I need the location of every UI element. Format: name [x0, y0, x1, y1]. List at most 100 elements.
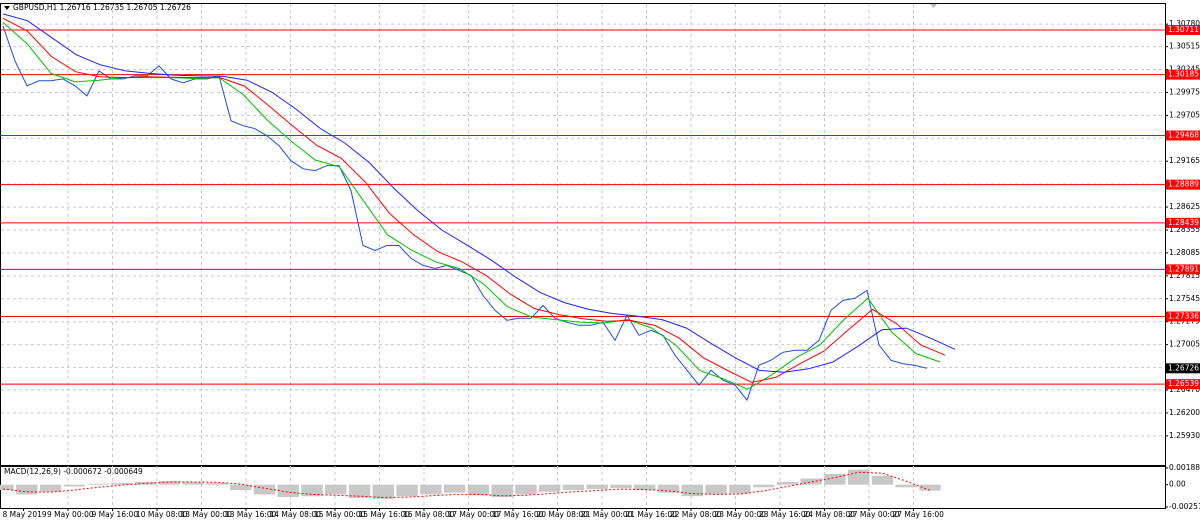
- y-tick-label: 1.30780: [1169, 19, 1200, 28]
- level-label-box: [1166, 379, 1200, 390]
- chart-title: GBPUSD,H1 1.26716 1.26735 1.26705 1.2672…: [13, 3, 191, 12]
- y-tick-label: 1.28355: [1169, 225, 1200, 234]
- y-tick-label: 1.30245: [1169, 65, 1200, 74]
- moving-average: [2, 17, 946, 383]
- level-label: 1.26539: [1168, 379, 1199, 388]
- main-frame: [0, 3, 1166, 466]
- macd-bar: [229, 484, 252, 491]
- macd-bar: [562, 484, 585, 491]
- y-tick-label: 1.29165: [1169, 156, 1200, 165]
- x-tick-label: 23 May 16:00: [759, 510, 811, 519]
- dropdown-arrow[interactable]: [4, 6, 10, 10]
- macd-bar: [443, 484, 466, 493]
- y-tick-label: 1.29705: [1169, 110, 1200, 119]
- level-label-box: [1166, 24, 1200, 35]
- macd-bar: [634, 484, 656, 491]
- level-label: 1.27891: [1168, 264, 1199, 273]
- level-label: 1.28439: [1168, 218, 1199, 227]
- y-tick-label: 1.27545: [1169, 294, 1200, 303]
- y-tick-label: 1.28085: [1169, 248, 1200, 257]
- x-tick-label: 27 May 16:00: [893, 510, 945, 519]
- x-tick-label: 21 May 16:00: [626, 510, 678, 519]
- y-tick-label: 0.001882: [1169, 463, 1200, 472]
- x-tick-label: 24 May 08:00: [804, 510, 856, 519]
- level-label: 1.27336: [1168, 312, 1199, 321]
- macd-bar: [372, 484, 395, 499]
- moving-average: [2, 13, 956, 373]
- macd-bar: [586, 484, 608, 490]
- macd-bar: [871, 475, 894, 485]
- x-tick-label: 13 May 00:00: [181, 510, 233, 519]
- macd-bar: [111, 482, 133, 485]
- level-label: 1.29468: [1168, 131, 1199, 140]
- level-label-box: [1166, 217, 1200, 228]
- macd-bar: [301, 484, 323, 497]
- level-label-box: [1166, 69, 1200, 80]
- macd-bar: [348, 484, 371, 498]
- macd-bar: [895, 484, 917, 488]
- level-label: 1.30185: [1168, 70, 1199, 79]
- x-tick-label: 20 May 08:00: [537, 510, 589, 519]
- y-tick-label: 1.26470: [1169, 385, 1200, 394]
- x-tick-label: 17 May 16:00: [492, 510, 544, 519]
- macd-bar: [325, 484, 347, 495]
- y-tick-label: 1.27815: [1169, 271, 1200, 280]
- macd-bar: [182, 482, 204, 485]
- macd-bar: [420, 484, 442, 495]
- level-label-box: [1166, 311, 1200, 322]
- macd-bar: [515, 484, 537, 495]
- y-tick-label: 1.27005: [1169, 340, 1200, 349]
- macd-bar: [63, 484, 86, 487]
- x-tick-label: 9 May 16:00: [92, 510, 139, 519]
- level-label-box: [1166, 130, 1200, 141]
- macd-bar: [467, 484, 490, 496]
- macd-bar: [847, 469, 870, 485]
- macd-bar: [134, 482, 157, 485]
- macd-bar: [253, 484, 276, 495]
- x-tick-label: 9 May 00:00: [47, 510, 94, 519]
- macd-bar: [158, 481, 181, 485]
- macd-bar: [87, 483, 109, 485]
- macd-bar: [800, 478, 822, 485]
- macd-bar: [681, 484, 704, 497]
- macd-title: MACD(12,26,9) -0.000672 -0.000649: [4, 467, 143, 476]
- level-label-box: [1166, 264, 1200, 275]
- macd-bar: [206, 482, 228, 485]
- x-tick-label: 10 May 08:00: [136, 510, 188, 519]
- y-tick-label: 1.29975: [1169, 87, 1200, 96]
- macd-bar: [776, 482, 799, 485]
- macd-bar: [39, 484, 62, 492]
- x-tick-label: 15 May 16:00: [359, 510, 411, 519]
- current-price-label: 1.26726: [1168, 363, 1199, 372]
- macd-bar: [538, 484, 561, 492]
- macd-bar: [824, 474, 846, 485]
- macd-bar: [919, 484, 941, 491]
- current-price-box: [1166, 363, 1200, 374]
- y-tick-label: 1.30515: [1169, 42, 1200, 51]
- level-label-box: [1166, 179, 1200, 190]
- x-tick-label: 15 May 00:00: [314, 510, 366, 519]
- x-tick-label: 23 May 00:00: [715, 510, 767, 519]
- x-tick-label: 16 May 08:00: [403, 510, 455, 519]
- scroll-marker: [930, 4, 937, 8]
- level-label: 1.30711: [1168, 25, 1199, 34]
- y-tick-label: 1.28625: [1169, 202, 1200, 211]
- y-tick-label: 0.00: [1169, 480, 1186, 489]
- x-tick-label: 22 May 08:00: [670, 510, 722, 519]
- macd-bar: [705, 484, 727, 495]
- x-tick-label: 8 May 2019: [3, 510, 47, 519]
- y-tick-label: 1.26200: [1169, 408, 1200, 417]
- x-tick-label: 17 May 00:00: [448, 510, 500, 519]
- macd-bar: [657, 484, 680, 493]
- x-tick-label: 27 May 00:00: [848, 510, 900, 519]
- y-tick-label: -0.002516: [1169, 502, 1200, 511]
- y-tick-label: 1.25930: [1169, 431, 1200, 440]
- x-tick-label: 13 May 16:00: [225, 510, 277, 519]
- macd-bar: [0, 484, 14, 491]
- price-line: [2, 25, 928, 402]
- x-tick-label: 21 May 00:00: [581, 510, 633, 519]
- macd-bar: [16, 484, 38, 495]
- macd-bar: [752, 484, 775, 488]
